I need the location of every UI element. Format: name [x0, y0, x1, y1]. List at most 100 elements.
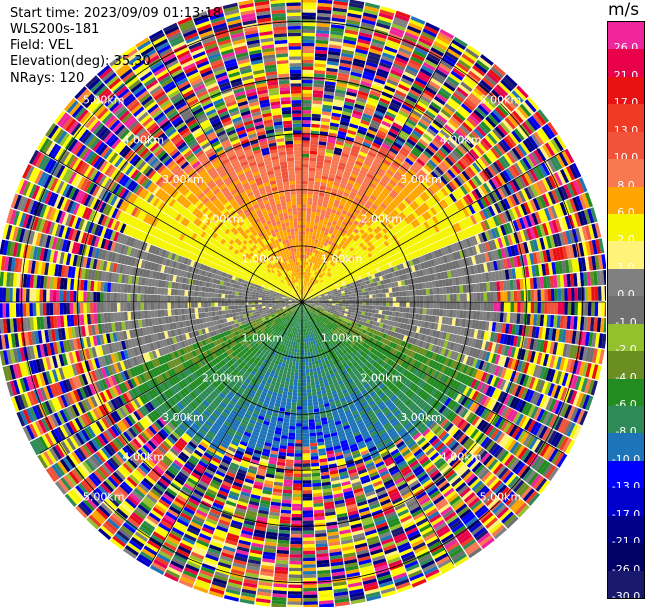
range-gate: [372, 302, 377, 306]
range-gate: [386, 194, 394, 202]
range-gate: [372, 248, 378, 254]
range-gate: [395, 89, 407, 98]
range-gate: [324, 274, 329, 279]
range-gate: [313, 263, 317, 268]
range-gate: [362, 298, 366, 302]
range-gate: [349, 261, 354, 267]
range-gate: [326, 243, 331, 248]
range-gate: [412, 236, 419, 244]
range-gate: [324, 279, 329, 283]
range-gate: [480, 292, 484, 302]
range-gate: [509, 112, 521, 126]
range-gate: [438, 111, 450, 121]
range-gate: [365, 2, 381, 9]
range-gate: [457, 187, 466, 197]
range-gate: [302, 153, 310, 158]
range-gate: [393, 60, 407, 68]
range-gate: [502, 76, 516, 90]
range-gate: [373, 158, 383, 165]
range-gate: [329, 122, 340, 128]
range-gate: [352, 61, 365, 68]
range-gate: [385, 288, 389, 293]
range-gate: [387, 75, 400, 84]
range-gate: [302, 194, 308, 198]
range-gate: [319, 274, 324, 279]
range-gate: [404, 68, 418, 77]
range-gate: [338, 276, 343, 280]
range-gate: [375, 252, 381, 258]
range-gate: [302, 116, 311, 121]
range-gate: [323, 284, 328, 288]
range-gate: [456, 174, 465, 185]
range-gate: [452, 131, 464, 142]
range-gate: [340, 252, 345, 257]
range-gate: [353, 228, 359, 234]
range-gate: [332, 231, 337, 236]
range-gate: [304, 244, 308, 249]
range-gate: [338, 242, 344, 248]
range-gate: [324, 84, 336, 89]
range-gate: [425, 308, 430, 315]
range-gate: [557, 302, 562, 315]
range-gate: [370, 45, 384, 52]
range-gate: [329, 40, 342, 46]
range-gate: [534, 302, 538, 314]
range-gate: [351, 222, 358, 229]
range-gate: [483, 302, 488, 311]
range-gate: [357, 231, 363, 237]
range-gate: [413, 126, 424, 136]
range-gate: [333, 274, 338, 279]
range-gate: [370, 164, 379, 171]
range-gate: [304, 271, 307, 276]
range-gate: [393, 17, 409, 25]
range-gate: [302, 221, 306, 225]
range-gate: [431, 215, 439, 224]
range-gate: [302, 147, 310, 151]
range-gate: [389, 297, 393, 302]
range-gate: [304, 292, 307, 296]
range-gate: [312, 194, 319, 199]
range-gate: [462, 78, 475, 90]
range-gate: [440, 60, 454, 70]
range-gate: [329, 197, 335, 203]
range-gate: [450, 134, 461, 145]
range-gate: [318, 144, 327, 149]
range-gate: [405, 285, 410, 291]
range-gate: [312, 103, 322, 108]
range-gate: [410, 149, 420, 158]
range-gate: [405, 290, 410, 297]
range-gate: [388, 105, 399, 113]
range-gate: [452, 113, 464, 124]
range-gate: [431, 44, 446, 54]
range-gate: [417, 40, 431, 50]
range-gate: [491, 89, 504, 102]
range-gate: [365, 157, 374, 164]
range-gate: [490, 147, 501, 159]
range-gate: [486, 292, 491, 302]
range-gate: [346, 231, 352, 237]
range-gate: [308, 291, 311, 295]
range-gate: [377, 232, 383, 239]
range-gate: [330, 212, 336, 217]
range-gate: [340, 239, 346, 245]
range-gate: [338, 305, 343, 309]
range-gate: [308, 258, 311, 263]
range-gate: [443, 141, 454, 152]
range-gate: [329, 125, 339, 131]
range-gate: [465, 47, 480, 59]
range-gate: [446, 294, 451, 302]
range-gate: [397, 230, 404, 238]
range-gate: [319, 134, 328, 139]
range-gate: [421, 92, 434, 101]
range-gate: [510, 164, 521, 177]
range-gate: [459, 142, 469, 153]
range-gate: [385, 306, 390, 311]
range-gate: [302, 103, 312, 107]
range-gate: [373, 189, 381, 196]
range-gate: [304, 289, 307, 293]
range-gate: [404, 157, 414, 166]
range-gate: [520, 302, 525, 313]
range-gate: [333, 0, 349, 3]
range-gate: [535, 165, 545, 179]
range-gate: [369, 224, 376, 231]
